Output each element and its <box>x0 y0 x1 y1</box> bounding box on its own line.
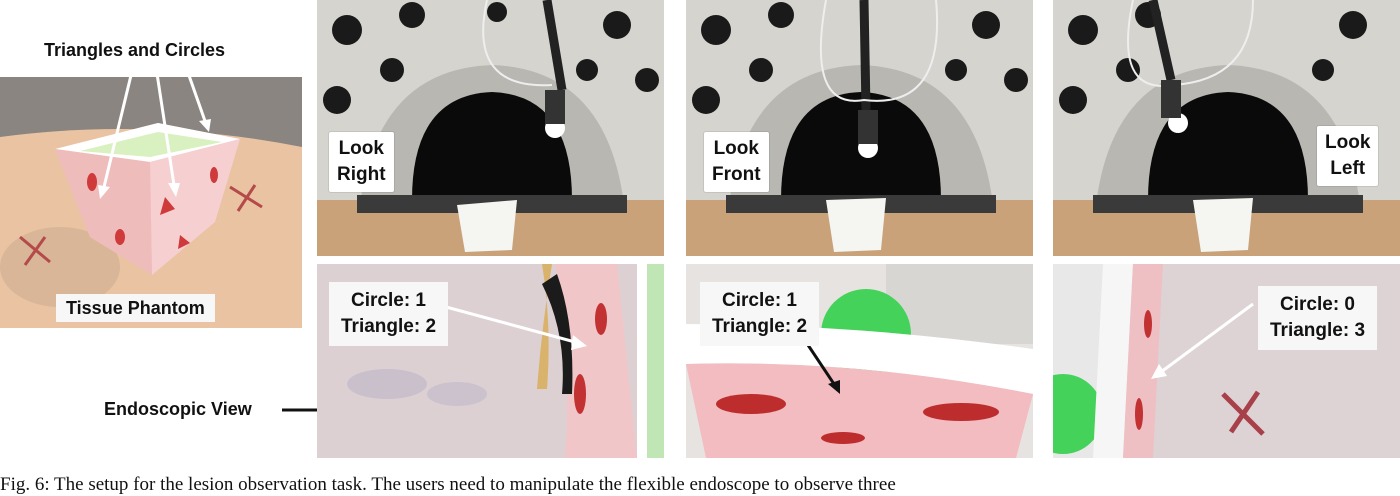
triangle-count-right: Triangle: 2 <box>341 316 437 337</box>
scene-photo-look-right: Look Right <box>317 0 664 256</box>
view-label-right: Look Right <box>329 132 394 192</box>
triangle-count-front: Triangle: 2 <box>712 316 808 337</box>
count-label-left: Circle: 0 Triangle: 3 <box>1258 286 1378 350</box>
view-label-right-line2: Right <box>337 164 386 185</box>
view-label-front-line2: Front <box>712 164 761 185</box>
view-label-front-line1: Look <box>713 138 759 159</box>
triangle-count-left: Triangle: 3 <box>1270 320 1366 341</box>
count-label-front: Circle: 1 Triangle: 2 <box>700 282 820 346</box>
scene-photo-look-left: Look Left <box>1053 0 1400 256</box>
circle-count-front: Circle: 1 <box>722 290 797 311</box>
circle-count-left: Circle: 0 <box>1280 294 1355 315</box>
figure-caption: Fig. 6: The setup for the lesion observa… <box>0 474 896 495</box>
view-label-left-line1: Look <box>1325 132 1371 153</box>
tissue-phantom-label: Tissue Phantom <box>56 294 215 322</box>
phantom-photo: Tissue Phantom <box>0 77 302 328</box>
endoscope-view-left: Circle: 0 Triangle: 3 <box>1053 264 1400 458</box>
view-label-front: Look Front <box>704 132 769 192</box>
endoscope-view-front: Circle: 1 Triangle: 2 <box>686 264 1033 458</box>
triangles-circles-label: Triangles and Circles <box>44 40 226 60</box>
view-label-left-line2: Left <box>1330 158 1366 179</box>
count-label-right: Circle: 1 Triangle: 2 <box>329 282 449 346</box>
scene-photo-look-front: Look Front <box>686 0 1033 256</box>
view-label-right-line1: Look <box>338 138 384 159</box>
endoscope-view-right: Circle: 1 Triangle: 2 <box>317 264 664 458</box>
view-label-left: Look Left <box>1317 126 1379 186</box>
circle-count-right: Circle: 1 <box>351 290 426 311</box>
endoscopic-view-label: Endoscopic View <box>104 399 252 419</box>
